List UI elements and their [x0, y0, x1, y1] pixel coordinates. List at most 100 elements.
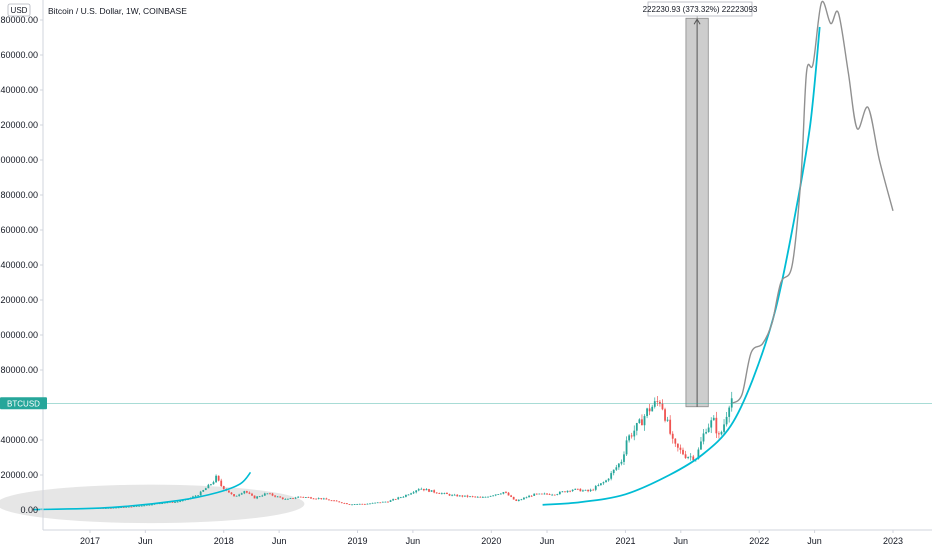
- candle: [520, 498, 523, 501]
- candle-body: [315, 498, 318, 500]
- candle: [476, 496, 479, 498]
- candle: [284, 498, 287, 500]
- candle-body: [646, 408, 648, 417]
- candle-body: [287, 498, 289, 500]
- candle-body: [338, 501, 341, 503]
- candle-body: [671, 433, 674, 439]
- candle-body: [220, 480, 223, 487]
- candle-body: [222, 486, 225, 489]
- candle-body: [351, 504, 353, 506]
- candle-body: [597, 485, 600, 487]
- candle-body: [653, 401, 656, 407]
- candle-body: [240, 493, 243, 495]
- candle: [220, 478, 223, 487]
- candle-body: [389, 500, 392, 502]
- candle: [669, 415, 672, 436]
- candle: [538, 493, 541, 495]
- candle: [666, 416, 669, 422]
- candle: [481, 496, 484, 498]
- candle: [448, 493, 451, 497]
- candle: [633, 425, 636, 441]
- candle-body: [276, 496, 279, 498]
- candle: [433, 489, 436, 494]
- currency-badge[interactable]: USD: [7, 3, 31, 17]
- candle: [718, 431, 720, 439]
- candle: [512, 496, 515, 500]
- candle: [320, 498, 323, 500]
- candle: [594, 484, 597, 492]
- candle: [369, 503, 371, 505]
- candle: [612, 469, 615, 476]
- candle-body: [176, 501, 179, 503]
- candle: [597, 483, 600, 487]
- candle-body: [161, 503, 164, 505]
- candle-body: [566, 490, 569, 493]
- x-tick-label: 2022: [749, 536, 769, 546]
- candle: [307, 496, 310, 498]
- candle: [710, 417, 713, 434]
- candle: [240, 492, 243, 495]
- axes-layer: [42, 0, 932, 531]
- candle-body: [230, 492, 233, 495]
- candle-body: [340, 502, 343, 504]
- candle: [287, 498, 289, 500]
- candle-body: [212, 482, 215, 485]
- candle-body: [310, 497, 312, 499]
- candle-body: [489, 495, 492, 497]
- candle-body: [451, 494, 454, 496]
- x-tick-label: Jun: [406, 536, 421, 546]
- candle-body: [366, 503, 369, 505]
- candle-body: [430, 490, 433, 492]
- y-tick-label: 220000.00: [0, 120, 38, 130]
- candle: [720, 430, 723, 436]
- candle: [551, 493, 554, 496]
- x-tick-label: Jun: [138, 536, 153, 546]
- candle-body: [374, 502, 377, 504]
- candle: [202, 489, 205, 492]
- x-tick-label: 2019: [348, 536, 368, 546]
- candle: [507, 491, 510, 496]
- candle-body: [474, 496, 477, 498]
- candle: [558, 491, 561, 495]
- candle-body: [656, 401, 659, 402]
- candle-body: [682, 449, 684, 455]
- candle: [671, 431, 674, 444]
- candle: [407, 494, 410, 496]
- candle: [394, 498, 397, 500]
- candle: [389, 499, 392, 502]
- candle: [402, 496, 405, 498]
- candle-body: [297, 496, 300, 498]
- candle: [230, 492, 233, 495]
- candle: [525, 496, 528, 499]
- candle: [266, 493, 269, 495]
- candle: [553, 494, 556, 496]
- candle-body: [204, 488, 207, 491]
- y-axis-labels: 0.0020000.0040000.0060000.0080000.001000…: [0, 15, 43, 515]
- candle: [340, 502, 343, 504]
- candle-body: [705, 432, 707, 434]
- candle-body: [261, 495, 264, 497]
- candle: [502, 492, 505, 495]
- x-tick-label: 2021: [615, 536, 635, 546]
- candle: [700, 436, 702, 450]
- candle-body: [558, 491, 561, 495]
- measure-range-layer[interactable]: [685, 16, 709, 408]
- candle: [440, 492, 443, 495]
- candle-body: [202, 490, 205, 492]
- candle-body: [266, 493, 269, 495]
- candle-body: [307, 497, 310, 498]
- candle-body: [407, 494, 410, 496]
- candle-body: [638, 419, 641, 424]
- candle-body: [166, 502, 169, 504]
- candle: [456, 494, 459, 497]
- y-tick-label: 80000.00: [0, 365, 38, 375]
- candle-body: [659, 401, 661, 404]
- candle: [179, 500, 182, 503]
- candle: [310, 496, 312, 499]
- candle-body: [630, 435, 633, 437]
- x-tick-label: Jun: [272, 536, 287, 546]
- candle-body: [422, 488, 425, 491]
- candle-body: [376, 502, 379, 504]
- candle: [528, 494, 530, 498]
